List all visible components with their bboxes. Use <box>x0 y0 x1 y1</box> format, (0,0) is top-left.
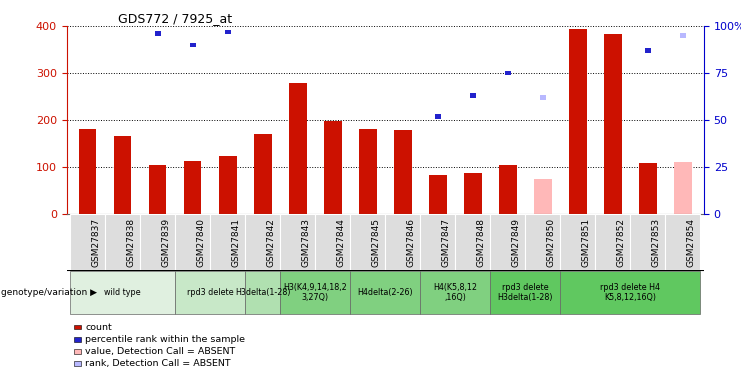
Bar <box>210 214 245 270</box>
Text: wild type: wild type <box>104 288 141 297</box>
Bar <box>639 163 657 214</box>
Bar <box>505 71 511 75</box>
Bar <box>491 214 525 270</box>
Bar <box>280 271 350 314</box>
Bar <box>420 271 491 314</box>
Text: H3delta(1-28): H3delta(1-28) <box>235 288 290 297</box>
Text: GSM27841: GSM27841 <box>231 218 240 267</box>
Bar <box>350 214 385 270</box>
Bar <box>429 175 447 214</box>
Bar <box>245 214 280 270</box>
Text: GSM27852: GSM27852 <box>617 218 625 267</box>
Text: GSM27845: GSM27845 <box>371 218 380 267</box>
Text: GSM27853: GSM27853 <box>651 218 660 267</box>
Bar <box>470 93 476 98</box>
Text: H3(K4,9,14,18,2
3,27Q): H3(K4,9,14,18,2 3,27Q) <box>283 283 348 302</box>
Bar <box>385 214 420 270</box>
Bar <box>289 84 307 214</box>
Bar <box>70 271 175 314</box>
Bar <box>280 214 315 270</box>
Text: GDS772 / 7925_at: GDS772 / 7925_at <box>118 12 232 25</box>
Bar <box>114 136 131 214</box>
Bar <box>105 214 140 270</box>
Text: GSM27854: GSM27854 <box>686 218 696 267</box>
Bar <box>631 214 665 270</box>
Text: GSM27843: GSM27843 <box>302 218 310 267</box>
Bar <box>569 28 587 214</box>
Text: percentile rank within the sample: percentile rank within the sample <box>85 335 245 344</box>
Text: GSM27847: GSM27847 <box>442 218 451 267</box>
Text: rpd3 delete H4
K5,8,12,16Q): rpd3 delete H4 K5,8,12,16Q) <box>600 283 660 302</box>
Bar <box>254 134 271 214</box>
Bar <box>394 130 411 214</box>
Bar <box>324 122 342 214</box>
Text: genotype/variation ▶: genotype/variation ▶ <box>1 288 98 297</box>
Text: GSM27850: GSM27850 <box>546 218 556 267</box>
Bar <box>534 178 551 214</box>
Bar <box>499 165 516 214</box>
Bar <box>359 129 376 214</box>
Text: H4(K5,8,12
,16Q): H4(K5,8,12 ,16Q) <box>433 283 477 302</box>
Text: GSM27848: GSM27848 <box>476 218 485 267</box>
Text: GSM27846: GSM27846 <box>406 218 415 267</box>
Bar <box>155 32 161 36</box>
Bar <box>70 214 105 270</box>
Bar <box>540 95 546 100</box>
Bar <box>225 30 230 34</box>
Bar <box>175 271 245 314</box>
Bar <box>175 214 210 270</box>
Bar <box>219 156 236 214</box>
Bar <box>350 271 420 314</box>
Text: count: count <box>85 322 112 332</box>
Text: GSM27837: GSM27837 <box>91 218 100 267</box>
Bar <box>525 214 560 270</box>
Bar <box>245 271 280 314</box>
Bar <box>420 214 456 270</box>
Text: rpd3 delete
H3delta(1-28): rpd3 delete H3delta(1-28) <box>498 283 553 302</box>
Text: GSM27842: GSM27842 <box>266 218 275 267</box>
Bar <box>604 34 622 214</box>
Bar <box>491 271 560 314</box>
Text: GSM27849: GSM27849 <box>511 218 520 267</box>
Bar <box>149 165 167 214</box>
Bar <box>184 161 202 214</box>
Bar <box>674 162 691 214</box>
Bar <box>190 43 196 47</box>
Text: GSM27851: GSM27851 <box>582 218 591 267</box>
Bar <box>79 129 96 214</box>
Text: GSM27844: GSM27844 <box>336 218 345 267</box>
Bar <box>596 214 631 270</box>
Bar <box>84 5 90 10</box>
Bar <box>680 33 686 38</box>
Bar <box>140 214 175 270</box>
Text: value, Detection Call = ABSENT: value, Detection Call = ABSENT <box>85 347 236 356</box>
Bar <box>456 214 491 270</box>
Text: H4delta(2-26): H4delta(2-26) <box>357 288 413 297</box>
Text: GSM27839: GSM27839 <box>162 218 170 267</box>
Bar <box>315 214 350 270</box>
Bar <box>645 48 651 53</box>
Text: GSM27838: GSM27838 <box>126 218 135 267</box>
Bar <box>665 214 700 270</box>
Text: rpd3 delete: rpd3 delete <box>187 288 233 297</box>
Bar <box>464 172 482 214</box>
Bar <box>560 271 700 314</box>
Bar <box>560 214 596 270</box>
Text: GSM27840: GSM27840 <box>196 218 205 267</box>
Bar <box>435 114 441 118</box>
Text: rank, Detection Call = ABSENT: rank, Detection Call = ABSENT <box>85 359 231 368</box>
